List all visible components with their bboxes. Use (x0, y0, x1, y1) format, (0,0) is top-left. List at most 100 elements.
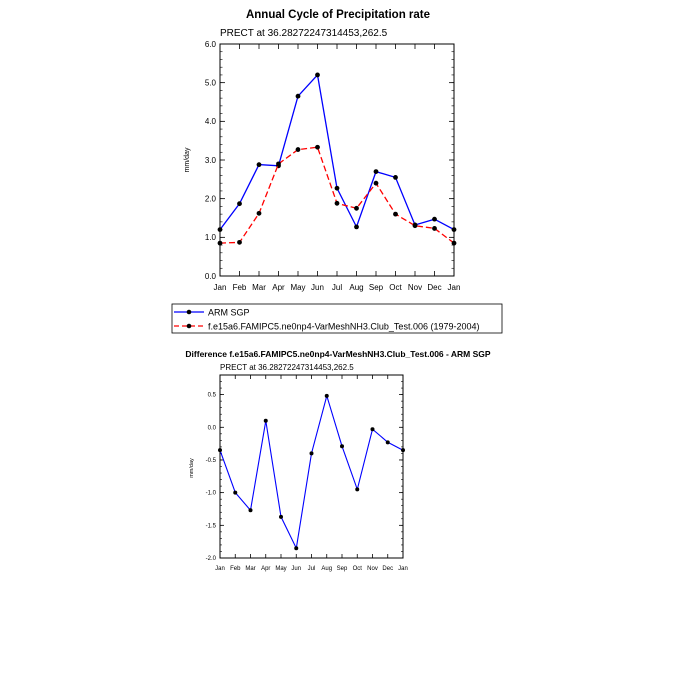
data-point (309, 451, 314, 456)
series-line-secondary (219, 146, 455, 244)
x-tick-label: Dec (427, 283, 441, 292)
annual-cycle-chart: Annual Cycle of Precipitation rate PRECT… (171, 9, 503, 334)
data-point (248, 508, 253, 513)
x-tick-label: Apr (261, 566, 270, 572)
data-point (401, 448, 405, 453)
x-tick-label: Feb (230, 566, 241, 572)
data-point (256, 162, 262, 168)
legend-marker-arm (186, 309, 192, 315)
x-tick-label: Mar (245, 566, 255, 572)
data-point (355, 487, 360, 492)
x-tick-label: Jan (215, 566, 225, 572)
y-axis-label: mm/day (189, 458, 195, 478)
data-point (373, 169, 379, 175)
data-point (393, 175, 398, 180)
y-tick-label: -2.0 (206, 556, 217, 562)
data-point (432, 216, 437, 222)
data-point (279, 514, 283, 519)
series-line-primary (219, 393, 404, 551)
chart-subtitle: PRECT at 36.28272247314453,262.5 (220, 28, 388, 39)
x-tick-label: Apr (272, 283, 285, 292)
x-tick-label: Jan (448, 283, 461, 292)
x-ticks: Jan Feb Mar Apr May Jun Jul Aug Sep Oct Nov Dec Jan (214, 44, 461, 292)
data-point (354, 205, 359, 211)
y-tick-label: 6.0 (205, 40, 217, 49)
data-point (393, 211, 398, 217)
data-point (218, 448, 222, 453)
chart-title: Annual Cycle of Precipitation rate (246, 9, 430, 21)
data-point (315, 72, 320, 78)
x-tick-label: May (290, 283, 305, 292)
x-tick-label: Jan (214, 283, 227, 292)
data-point (237, 239, 242, 245)
legend: ARM SGP f.e15a6.FAMIPC5.ne0np4-VarMeshNH… (171, 303, 503, 334)
x-tick-label: Sep (337, 566, 348, 572)
x-tick-label: Feb (233, 283, 247, 292)
x-tick-label: Jun (311, 283, 324, 292)
data-point (370, 427, 375, 432)
x-tick-label: Nov (408, 283, 422, 292)
y-tick-label: 3.0 (205, 156, 217, 165)
y-ticks: -2.0 -1.5 -1.0 -0.5 0.0 0.5 (206, 374, 403, 562)
data-point (315, 144, 320, 150)
data-point (295, 93, 301, 99)
y-tick-label: 5.0 (205, 78, 217, 87)
data-point (354, 224, 359, 230)
x-tick-label: Aug (321, 566, 332, 572)
y-tick-label: 2.0 (205, 194, 217, 203)
data-point (334, 200, 340, 206)
x-tick-label: Aug (349, 283, 363, 292)
y-tick-label: 4.0 (205, 117, 217, 126)
data-point (217, 227, 223, 233)
legend-label-arm: ARM SGP (208, 308, 250, 318)
y-tick-label: -1.0 (206, 491, 217, 497)
legend-marker-model (186, 323, 192, 329)
x-tick-label: May (275, 566, 286, 572)
plot-frame (219, 43, 455, 277)
data-point (373, 180, 379, 186)
x-tick-label: Jun (291, 566, 301, 572)
y-axis-label: mm/day (184, 147, 191, 172)
data-point (412, 223, 418, 229)
data-point (451, 240, 457, 246)
difference-chart: Difference f.e15a6.FAMIPC5.ne0np4-VarMes… (185, 349, 490, 572)
data-point (233, 490, 238, 495)
y-tick-label: 0.0 (208, 425, 217, 431)
data-point (256, 210, 262, 216)
x-tick-label: Jul (308, 566, 316, 572)
x-tick-label: Jul (332, 283, 342, 292)
x-tick-label: Mar (252, 283, 266, 292)
x-tick-label: Nov (367, 566, 378, 572)
y-tick-label: -1.5 (206, 523, 217, 529)
data-point (276, 161, 281, 167)
x-tick-label: Oct (389, 283, 402, 292)
y-tick-label: 0.0 (205, 272, 217, 281)
y-tick-label: 0.5 (208, 393, 217, 399)
data-point (295, 147, 301, 152)
x-tick-label: Dec (382, 566, 393, 572)
y-ticks: 0.0 1.0 2.0 3.0 4.0 5.0 6.0 (205, 40, 454, 281)
series-group (218, 393, 405, 551)
x-tick-label: Oct (353, 566, 363, 572)
plot-frame (219, 374, 404, 559)
legend-label-model: f.e15a6.FAMIPC5.ne0np4-VarMeshNH3.Club_T… (208, 322, 480, 332)
series-line-primary (219, 73, 455, 231)
series-group (217, 72, 457, 246)
data-point (334, 185, 340, 191)
x-ticks: Jan Feb Mar Apr May Jun Jul Aug Sep Oct Nov Dec Jan (215, 375, 408, 572)
chart-subtitle: PRECT at 36.28272247314453,262.5 (220, 363, 354, 372)
data-point (294, 546, 299, 551)
data-point (237, 201, 242, 207)
data-point (324, 393, 329, 398)
legend-box (171, 303, 503, 334)
data-point (451, 227, 457, 233)
y-tick-label: 1.0 (205, 233, 217, 242)
data-point (263, 418, 268, 423)
data-point (217, 240, 223, 246)
data-point (385, 440, 390, 445)
data-point (432, 226, 437, 231)
chart-title: Difference f.e15a6.FAMIPC5.ne0np4-VarMes… (185, 349, 490, 359)
x-tick-label: Jan (398, 566, 408, 572)
x-tick-label: Sep (369, 283, 384, 292)
